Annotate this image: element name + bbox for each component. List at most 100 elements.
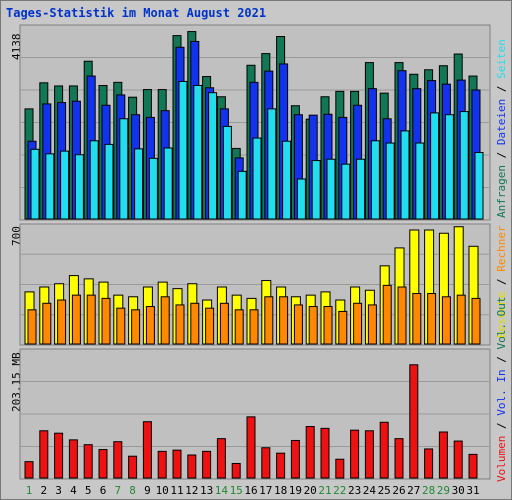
bar-volumen xyxy=(39,430,49,479)
bar-seiten xyxy=(326,158,336,220)
day-tick-label: 20 xyxy=(303,484,317,497)
bar-seiten xyxy=(444,114,454,220)
day-tick-label: 4 xyxy=(70,484,77,497)
chart-title: Tages-Statistik im Monat August 2021 xyxy=(6,6,267,20)
bar-volumen xyxy=(409,364,419,479)
bar-volumen xyxy=(468,453,478,479)
bar-seiten xyxy=(208,92,218,220)
bar-volumen xyxy=(202,450,212,479)
bar-seiten xyxy=(45,153,55,220)
bar-volumen xyxy=(261,447,271,479)
bar-volumen xyxy=(216,438,226,479)
bar-seiten xyxy=(356,158,366,220)
bar-seiten xyxy=(104,143,114,220)
bar-volumen xyxy=(276,452,286,479)
day-tick-label: 24 xyxy=(362,484,377,497)
bar-volumen xyxy=(290,439,300,479)
bar-seiten xyxy=(119,118,129,220)
day-tick-label: 18 xyxy=(273,484,288,497)
bar-seiten xyxy=(178,80,188,220)
bar-volumen xyxy=(305,426,315,479)
bar-seiten xyxy=(474,151,484,220)
bar-seiten xyxy=(89,140,99,220)
bar-rechner xyxy=(57,299,67,345)
bar-volumen xyxy=(128,455,138,479)
bar-rechner xyxy=(397,286,407,345)
bar-seiten xyxy=(148,157,158,220)
bar-volumen xyxy=(142,421,152,479)
bar-rechner xyxy=(412,293,422,345)
bar-seiten xyxy=(237,170,247,220)
bar-volumen xyxy=(320,427,330,479)
bar-rechner xyxy=(427,293,437,345)
bar-rechner xyxy=(42,302,52,345)
day-tick-label: 19 xyxy=(288,484,303,497)
day-tick-label: 16 xyxy=(244,484,258,497)
bar-rechner xyxy=(367,304,377,345)
day-tick-label: 3 xyxy=(55,484,62,497)
bar-rechner xyxy=(131,309,141,345)
day-tick-label: 21 xyxy=(318,484,332,497)
day-tick-label: 10 xyxy=(155,484,169,497)
bar-volumen xyxy=(438,431,448,479)
bar-seiten xyxy=(370,140,380,220)
day-tick-label: 23 xyxy=(347,484,362,497)
bar-seiten xyxy=(311,160,321,220)
bar-seiten xyxy=(267,108,277,220)
bar-volumen xyxy=(246,416,256,479)
day-tick-label: 17 xyxy=(259,484,273,497)
bar-rechner xyxy=(86,294,96,345)
day-tick-label: 11 xyxy=(170,484,184,497)
day-tick-label: 6 xyxy=(99,484,107,497)
bar-volumen xyxy=(335,458,345,479)
bar-volumen xyxy=(54,432,64,479)
bar-seiten xyxy=(430,112,440,220)
bar-volumen xyxy=(424,448,434,479)
day-tick-label: 31 xyxy=(466,484,480,497)
bar-volumen xyxy=(172,449,182,479)
bar-rechner xyxy=(175,304,185,345)
bar-rechner xyxy=(205,307,215,345)
bar-rechner xyxy=(249,309,259,345)
bar-volumen xyxy=(453,440,463,479)
bar-rechner xyxy=(116,307,126,345)
bar-rechner xyxy=(190,302,200,345)
bar-rechner xyxy=(145,306,155,345)
bar-seiten xyxy=(74,154,84,220)
bar-seiten xyxy=(30,148,40,220)
day-tick-label: 26 xyxy=(392,484,406,497)
bar-rechner xyxy=(382,284,392,345)
bar-seiten xyxy=(400,130,410,220)
day-tick-label: 30 xyxy=(451,484,465,497)
bar-rechner xyxy=(27,309,37,345)
day-tick-label: 27 xyxy=(407,484,421,497)
day-tick-label: 22 xyxy=(333,484,347,497)
bar-rechner xyxy=(293,304,303,345)
bar-rechner xyxy=(323,306,333,345)
bar-seiten xyxy=(459,111,469,220)
bar-seiten xyxy=(385,142,395,220)
bar-volumen xyxy=(157,450,167,479)
bar-volumen xyxy=(379,421,389,479)
bar-rechner xyxy=(279,296,289,345)
day-tick-label: 2 xyxy=(40,484,48,497)
bar-rechner xyxy=(471,297,481,345)
day-tick-label: 9 xyxy=(144,484,151,497)
bar-seiten xyxy=(163,147,173,220)
bar-volumen xyxy=(98,449,108,479)
bar-rechner xyxy=(160,296,170,345)
bar-volumen xyxy=(231,462,241,479)
bar-volumen xyxy=(187,454,197,479)
day-tick-label: 14 xyxy=(214,484,229,497)
day-tick-label: 1 xyxy=(25,484,33,497)
day-tick-label: 13 xyxy=(199,484,214,497)
bar-seiten xyxy=(252,137,262,220)
bar-seiten xyxy=(415,142,425,220)
bar-seiten xyxy=(222,125,232,220)
day-tick-label: 7 xyxy=(114,484,122,497)
bar-rechner xyxy=(71,294,81,345)
bar-volumen xyxy=(394,438,404,479)
bar-rechner xyxy=(234,309,244,345)
